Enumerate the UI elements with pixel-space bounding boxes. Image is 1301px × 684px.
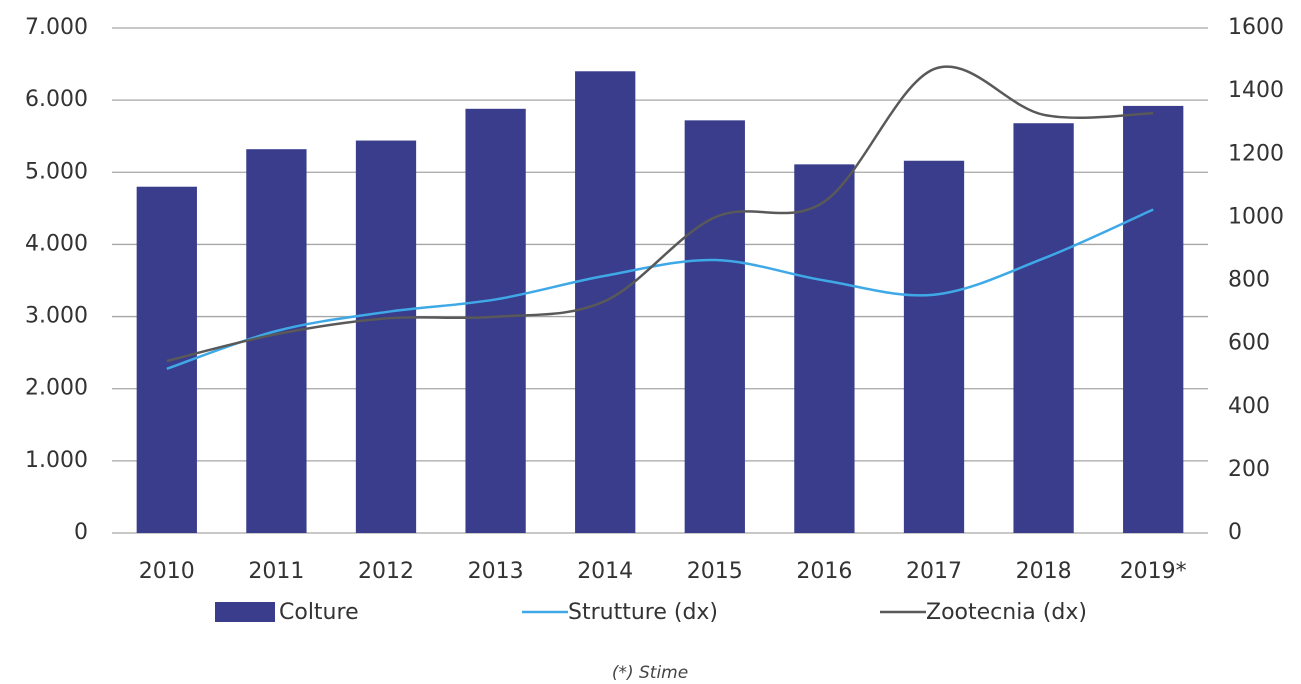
x-tick-label: 2012 <box>358 559 414 584</box>
y2-tick-label: 1400 <box>1228 78 1284 103</box>
x-tick-label: 2013 <box>468 559 524 584</box>
y2-tick-label: 1600 <box>1228 15 1284 40</box>
x-tick-label: 2017 <box>906 559 962 584</box>
bar <box>1123 105 1184 534</box>
line <box>166 208 1154 371</box>
x-tick-label: 2010 <box>139 559 195 584</box>
y2-tick-label: 0 <box>1228 520 1242 545</box>
bar <box>465 108 526 534</box>
y-tick-label: 1.000 <box>25 448 88 473</box>
y-tick-label: 3.000 <box>25 304 88 329</box>
x-tick-label: 2019* <box>1120 559 1187 584</box>
y2-tick-label: 1200 <box>1228 141 1284 166</box>
x-tick-label: 2016 <box>796 559 852 584</box>
x-tick-label: 2018 <box>1016 559 1072 584</box>
bar <box>1013 123 1074 533</box>
y2-tick-label: 200 <box>1228 457 1270 482</box>
y2-tick-label: 600 <box>1228 331 1270 356</box>
x-tick-label: 2015 <box>687 559 743 584</box>
bar <box>794 164 855 533</box>
y-tick-label: 2.000 <box>25 376 88 401</box>
line <box>166 65 1154 363</box>
y2-tick-label: 1000 <box>1228 204 1284 229</box>
x-tick-label: 2011 <box>248 559 304 584</box>
y-tick-label: 5.000 <box>25 159 88 184</box>
y-tick-label: 4.000 <box>25 231 88 256</box>
legend-label: Zootecnia (dx) <box>926 600 1087 625</box>
bar <box>684 120 745 533</box>
bar <box>246 149 307 533</box>
y-tick-label: 7.000 <box>25 15 88 40</box>
bar <box>903 160 965 533</box>
legend-label: Colture <box>279 600 359 625</box>
footnote: (*) Stime <box>612 663 688 683</box>
bar <box>355 140 417 534</box>
y2-tick-label: 800 <box>1228 268 1270 293</box>
legend-label: Strutture (dx) <box>568 600 718 625</box>
x-tick-label: 2014 <box>577 559 633 584</box>
legend-swatch <box>215 602 275 622</box>
y-tick-label: 6.000 <box>25 87 88 112</box>
y2-tick-label: 400 <box>1228 394 1270 419</box>
y-tick-label: 0 <box>74 520 88 545</box>
